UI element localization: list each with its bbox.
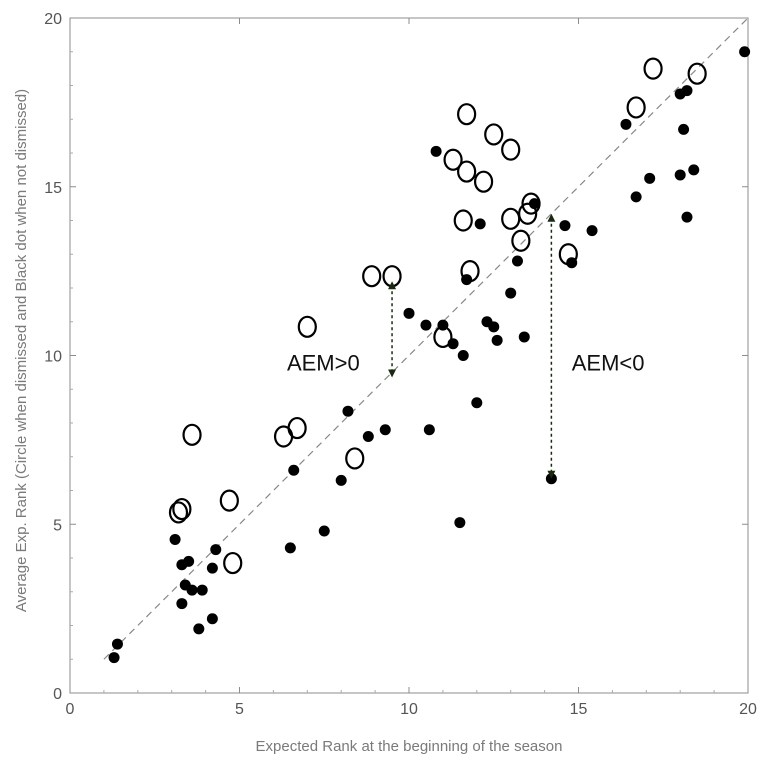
aem-label: AEM>0 — [287, 350, 360, 375]
not-dismissed-dot-point — [644, 172, 656, 184]
not-dismissed-dot-point — [457, 350, 469, 361]
not-dismissed-dot-point — [318, 525, 330, 537]
dismissed-circle-point — [453, 209, 473, 232]
y-tick-label: 10 — [44, 349, 62, 366]
dismissed-circle-point — [501, 207, 521, 230]
dismissed-circle-point — [473, 170, 494, 193]
not-dismissed-dot-point — [681, 85, 693, 97]
y-tick-label: 0 — [53, 686, 62, 703]
not-dismissed-dot-point — [169, 533, 181, 545]
not-dismissed-dot-point — [335, 474, 347, 486]
not-dismissed-dot-point — [688, 164, 700, 176]
not-dismissed-dot-point — [505, 287, 517, 299]
dismissed-circle-point — [362, 265, 382, 288]
dismissed-circle-point — [501, 138, 521, 161]
not-dismissed-dot-point — [437, 319, 449, 331]
not-dismissed-dot-point — [739, 46, 751, 58]
not-dismissed-dot-point — [342, 405, 354, 417]
x-tick-label: 20 — [739, 701, 757, 718]
not-dismissed-dot-point — [284, 542, 296, 554]
not-dismissed-dot-point — [206, 562, 218, 574]
y-tick-label: 20 — [44, 11, 62, 28]
not-dismissed-dot-point — [620, 118, 632, 130]
not-dismissed-dot-point — [681, 211, 693, 223]
dismissed-circle-point — [484, 123, 504, 146]
not-dismissed-dot-point — [447, 338, 459, 350]
not-dismissed-dot-point — [183, 555, 195, 567]
not-dismissed-dot-point — [430, 145, 442, 157]
not-dismissed-dot-point — [518, 331, 530, 343]
not-dismissed-dot-point — [454, 517, 466, 529]
dismissed-circle-point — [219, 489, 239, 512]
not-dismissed-dot-point — [288, 464, 300, 476]
dismissed-circle-point — [511, 229, 531, 252]
x-tick-label: 15 — [570, 701, 588, 718]
not-dismissed-dot-point — [186, 584, 198, 596]
data-points-layer — [108, 46, 751, 664]
not-dismissed-dot-point — [196, 584, 208, 596]
reference-line-layer — [103, 17, 749, 660]
tick-labels-layer: 0 5 10 15 20 0 5 10 15 20 — [44, 11, 757, 718]
dismissed-circle-point — [518, 202, 538, 225]
not-dismissed-dot-point — [674, 169, 686, 181]
dismissed-circle-point — [287, 416, 307, 440]
not-dismissed-dot-point — [176, 598, 188, 610]
x-tick-label: 10 — [400, 701, 418, 718]
not-dismissed-dot-point — [586, 225, 598, 237]
not-dismissed-dot-point — [362, 431, 374, 442]
not-dismissed-dot-point — [528, 198, 540, 210]
not-dismissed-dot-point — [566, 257, 578, 269]
reference-diagonal-line — [103, 17, 749, 660]
not-dismissed-dot-point — [423, 424, 435, 436]
dismissed-circle-point — [643, 57, 663, 80]
dismissed-circle-point — [382, 265, 402, 288]
not-dismissed-dot-point — [474, 218, 486, 230]
dismissed-circle-point — [457, 103, 477, 126]
not-dismissed-dot-point — [403, 307, 415, 319]
dismissed-circle-point — [182, 423, 202, 446]
not-dismissed-dot-point — [461, 274, 473, 286]
x-axis-title: Expected Rank at the beginning of the se… — [256, 738, 563, 755]
not-dismissed-dot-point — [193, 623, 205, 635]
dismissed-circle-point — [223, 551, 243, 575]
aem-label: AEM<0 — [572, 350, 645, 375]
not-dismissed-dot-point — [678, 123, 690, 135]
y-tick-label: 5 — [53, 517, 62, 534]
x-tick-label: 0 — [66, 701, 75, 718]
x-tick-label: 5 — [235, 701, 244, 718]
not-dismissed-dot-point — [630, 191, 642, 203]
not-dismissed-dot-point — [420, 319, 432, 331]
not-dismissed-dot-point — [111, 638, 123, 650]
not-dismissed-dot-point — [210, 544, 222, 556]
not-dismissed-dot-point — [511, 255, 523, 267]
y-axis-title: Average Exp. Rank (Circle when dismissed… — [13, 89, 30, 612]
not-dismissed-dot-point — [379, 424, 391, 436]
not-dismissed-dot-point — [206, 613, 218, 625]
dismissed-circle-point — [345, 447, 365, 470]
dismissed-circle-point — [172, 497, 192, 521]
dismissed-circle-point — [457, 160, 477, 183]
not-dismissed-dot-point — [108, 652, 120, 664]
annotations-layer: AEM>0 AEM<0 — [287, 213, 645, 479]
not-dismissed-dot-point — [491, 334, 503, 346]
not-dismissed-dot-point — [488, 321, 500, 333]
dismissed-circle-point — [168, 501, 189, 524]
not-dismissed-dot-point — [471, 397, 483, 409]
dismissed-circle-point — [687, 62, 707, 85]
dismissed-circle-point — [297, 315, 317, 338]
y-tick-label: 15 — [44, 180, 62, 197]
dismissed-circle-point — [443, 148, 463, 171]
not-dismissed-dot-point — [545, 473, 557, 485]
not-dismissed-dot-point — [559, 220, 571, 232]
dismissed-circle-point — [626, 96, 646, 119]
